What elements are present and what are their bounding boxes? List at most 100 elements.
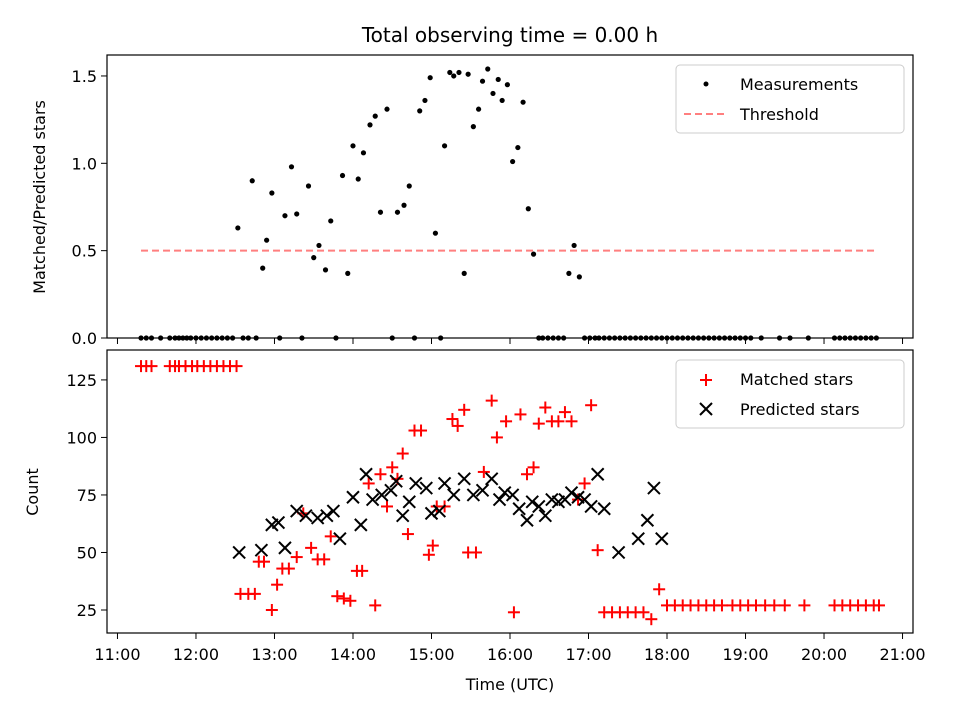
top-chart-title: Total observing time = 0.00 h — [361, 23, 658, 47]
point-predicted-stars — [409, 476, 423, 491]
point-predicted-stars — [525, 495, 539, 509]
point-measurements — [360, 150, 367, 156]
point-predicted-stars — [290, 504, 304, 518]
point-measurements — [316, 242, 322, 249]
x-tick-label: 17:00 — [565, 645, 611, 664]
x-tick-label: 18:00 — [644, 645, 690, 664]
point-matched-stars — [422, 548, 435, 561]
point-measurements — [269, 190, 275, 196]
point-matched-stars — [552, 415, 565, 428]
point-measurements — [377, 209, 384, 215]
point-predicted-stars — [457, 472, 471, 486]
bottom-axis-ticks: 25 50 75 100 125 11:00 12:00 13:00 14:00 15:00 16:… — [66, 371, 925, 664]
x-tick-label: 19:00 — [722, 645, 768, 664]
point-matched-stars — [637, 606, 650, 619]
point-matched-stars — [451, 419, 464, 432]
point-matched-stars — [401, 528, 414, 541]
point-measurements — [485, 66, 491, 72]
top-y-tick-label: 0.0 — [72, 329, 97, 348]
bottom-y-tick-label: 75 — [77, 486, 97, 505]
point-measurements — [441, 143, 448, 149]
point-measurements — [355, 176, 361, 182]
bottom-y-tick-label: 25 — [77, 601, 97, 620]
bottom-legend-box — [675, 359, 905, 429]
point-predicted-stars — [299, 508, 313, 523]
point-predicted-stars — [375, 488, 389, 502]
point-matched-stars — [446, 413, 459, 426]
point-matched-stars — [324, 530, 337, 543]
point-matched-stars — [458, 403, 471, 416]
top-y-tick-label: 1.5 — [72, 67, 97, 86]
point-measurements — [322, 267, 329, 273]
point-measurements — [328, 218, 334, 224]
point-predicted-stars — [498, 485, 512, 500]
point-matched-stars — [585, 399, 598, 412]
point-predicted-stars — [611, 545, 626, 560]
point-measurements — [495, 76, 501, 83]
point-matched-stars — [715, 599, 728, 612]
point-matched-stars — [572, 493, 585, 506]
point-predicted-stars — [631, 531, 645, 546]
point-predicted-stars — [396, 508, 410, 523]
point-measurements — [260, 265, 266, 271]
point-measurements — [288, 164, 295, 170]
bottom-y-tick-label: 50 — [77, 543, 97, 562]
point-matched-stars — [362, 477, 375, 490]
x-tick-label: 14:00 — [330, 645, 376, 664]
top-axes-frame — [106, 54, 914, 339]
point-matched-stars — [426, 539, 439, 552]
point-predicted-stars — [354, 518, 368, 532]
bottom-y-tick-label: 100 — [66, 428, 97, 447]
point-matched-stars — [344, 594, 357, 607]
point-predicted-stars — [271, 515, 286, 530]
point-predicted-stars — [437, 476, 452, 491]
point-matched-stars — [532, 417, 545, 430]
point-predicted-stars — [419, 481, 433, 495]
point-predicted-stars — [254, 543, 269, 557]
x-tick-label: 13:00 — [251, 645, 297, 664]
point-matched-stars — [415, 424, 428, 437]
point-measurements — [515, 144, 521, 151]
point-matched-stars — [768, 599, 781, 612]
x-tick-label: 21:00 — [879, 645, 925, 664]
point-measurements — [520, 99, 526, 105]
point-matched-stars — [258, 555, 271, 568]
x-tick-label: 11:00 — [94, 645, 140, 664]
point-measurements — [235, 225, 241, 231]
point-measurements — [417, 108, 423, 114]
bottom-legend: Matched stars Predicted stars — [675, 359, 905, 429]
point-measurements — [422, 97, 428, 104]
point-matched-stars — [331, 590, 344, 603]
point-measurements — [345, 270, 351, 276]
point-predicted-stars — [597, 502, 611, 516]
point-predicted-stars — [232, 545, 246, 560]
legend-label-matched-stars: Matched stars — [740, 370, 853, 389]
point-predicted-stars — [384, 483, 398, 498]
point-measurements — [384, 106, 390, 112]
point-matched-stars — [469, 546, 482, 559]
point-predicted-stars — [484, 472, 499, 486]
point-matched-stars — [778, 599, 791, 612]
point-measurements — [294, 211, 300, 217]
point-measurements — [401, 202, 407, 208]
top-plot-marks — [138, 66, 879, 341]
point-predicted-stars — [590, 467, 605, 481]
point-predicted-stars — [333, 531, 347, 546]
point-predicted-stars — [475, 483, 490, 498]
point-matched-stars — [539, 401, 552, 414]
x-tick-label: 15:00 — [408, 645, 454, 664]
point-measurements — [427, 75, 433, 81]
point-matched-stars — [578, 477, 591, 490]
top-y-axis-label: Matched/Predicted stars — [30, 100, 49, 294]
point-measurements — [576, 274, 582, 280]
point-matched-stars — [145, 360, 158, 373]
point-predicted-stars — [640, 513, 655, 527]
point-measurements — [470, 124, 476, 130]
point-measurements — [566, 270, 572, 276]
point-predicted-stars — [655, 531, 669, 546]
point-matched-stars — [645, 613, 658, 626]
legend-marker-measurements — [703, 81, 709, 87]
point-measurements — [394, 209, 401, 215]
point-measurements — [311, 255, 317, 261]
